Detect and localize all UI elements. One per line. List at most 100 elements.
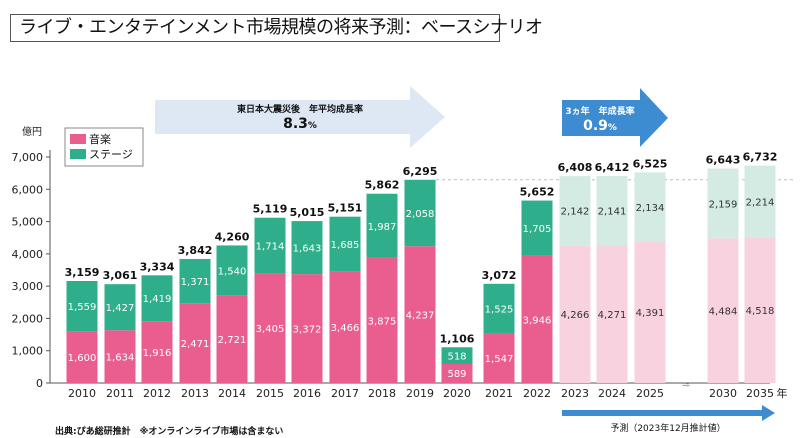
y-tick-label: 5,000 [12, 216, 44, 229]
y-tick-label: 0 [36, 377, 43, 390]
bar-value-label: 2,134 [636, 203, 665, 214]
source-note: 出典:ぴあ総研推計 ※オンラインライブ市場は含まない [55, 425, 283, 437]
bar-value-label: 1,540 [218, 266, 247, 277]
x-tick-label: 2030 [709, 387, 737, 400]
y-tick-label: 3,000 [12, 280, 44, 293]
bar-music [744, 237, 776, 383]
x-tick-label: 2023 [561, 387, 589, 400]
x-tick-label: 2015 [256, 387, 284, 400]
x-tick-label: 2021 [485, 387, 513, 400]
x-tick-label: 2011 [106, 387, 134, 400]
bar-total-label: 5,652 [520, 186, 555, 199]
bar-value-label: 1,371 [181, 277, 210, 288]
bar-value-label: 3,875 [368, 316, 397, 327]
bar-value-label: 1,559 [68, 302, 97, 313]
x-tick-label: 2012 [143, 387, 171, 400]
bar-stage [66, 281, 98, 332]
growth-unit: % [308, 121, 317, 131]
bar-music [66, 331, 98, 383]
bar-value-label: 1,916 [143, 348, 172, 359]
bar-music [404, 246, 436, 383]
bar-value-label: 2,159 [709, 199, 738, 210]
bar-stage [559, 176, 591, 246]
bar-value-label: 1,547 [485, 354, 514, 365]
x-tick-label: 2024 [598, 387, 626, 400]
bar-music [634, 241, 666, 383]
bar-total-label: 1,106 [440, 332, 475, 345]
bar-total-label: 5,862 [365, 179, 400, 192]
bar-total-label: 6,643 [706, 154, 741, 167]
bar-music [483, 333, 515, 383]
y-unit-label: 億円 [22, 125, 42, 138]
x-tick-label: 2010 [68, 387, 96, 400]
x-tick-label: 2018 [368, 387, 396, 400]
bar-stage [104, 284, 136, 331]
bar-stage [366, 193, 398, 258]
bar-music [104, 330, 136, 383]
legend-swatch [70, 149, 86, 159]
bar-value-label: 2,721 [218, 335, 247, 346]
bar-value-label: 4,484 [709, 307, 738, 318]
bar-value-label: 2,471 [181, 339, 210, 350]
bar-stage [483, 283, 515, 334]
bar-value-label: 518 [447, 352, 466, 363]
y-tick-label: 7,000 [12, 151, 44, 164]
bar-total-label: 6,525 [633, 157, 668, 170]
bar-stage [216, 245, 248, 296]
legend-swatch [70, 134, 86, 144]
bar-music [596, 245, 628, 383]
bar-value-label: 3,405 [256, 324, 285, 335]
bar-total-label: 5,015 [290, 206, 325, 219]
bar-value-label: 1,427 [106, 303, 135, 314]
bar-value-label: 2,141 [598, 207, 627, 218]
bar-music [254, 273, 286, 383]
bar-value-label: 1,685 [331, 240, 360, 251]
bar-stage [521, 200, 553, 256]
bar-value-label: 1,525 [485, 304, 514, 315]
bar-total-label: 3,061 [103, 269, 138, 282]
bar-value-label: 2,142 [561, 207, 590, 218]
bar-value-label: 2,214 [746, 197, 775, 208]
bar-stage [707, 168, 739, 239]
y-tick-label: 6,000 [12, 183, 44, 196]
bar-music [141, 321, 173, 383]
bar-total-label: 6,732 [743, 151, 778, 164]
legend-label: ステージ [89, 148, 133, 161]
bar-total-label: 6,295 [403, 165, 438, 178]
forecast-label: 予測（2023年12月推計値） [610, 422, 725, 434]
y-tick-label: 2,000 [12, 312, 44, 325]
bar-value-label: 1,705 [523, 224, 552, 235]
chart-title: ライブ・エンタテインメント市場規模の将来予測：ベースシナリオ [10, 14, 543, 42]
bar-stage [404, 179, 436, 247]
bar-total-label: 6,412 [595, 161, 630, 174]
x-tick-label: 2022 [523, 387, 551, 400]
bar-value-label: 4,391 [636, 308, 665, 319]
bar-value-label: 4,266 [561, 310, 590, 321]
bar-value-label: 1,643 [293, 244, 322, 255]
growth-arrow-future [562, 88, 668, 147]
bar-value-label: 1,714 [256, 241, 285, 252]
bar-total-label: 3,159 [65, 266, 100, 279]
y-tick-label: 4,000 [12, 248, 44, 261]
bar-music [521, 255, 553, 383]
bar-value-label: 2,058 [406, 209, 435, 220]
bar-total-label: 4,260 [215, 230, 250, 243]
bar-total-label: 5,119 [253, 203, 288, 216]
bar-music [559, 245, 591, 383]
bar-value-label: 3,946 [523, 315, 552, 326]
x-tick-label: 2014 [218, 387, 246, 400]
x-tick-label: 2019 [406, 387, 434, 400]
legend-label: 音楽 [89, 132, 111, 146]
bar-stage [441, 347, 473, 364]
bar-music [216, 295, 248, 383]
bar-value-label: 4,237 [406, 311, 435, 322]
bar-stage [329, 216, 361, 272]
x-unit-label: 年 [777, 386, 788, 400]
x-tick-label: 2013 [181, 387, 209, 400]
bar-total-label: 5,151 [328, 202, 363, 215]
bar-music [366, 257, 398, 383]
bar-music [179, 303, 211, 383]
bar-stage [179, 258, 211, 304]
growth-unit: % [608, 123, 617, 133]
x-tick-label: 2017 [331, 387, 359, 400]
